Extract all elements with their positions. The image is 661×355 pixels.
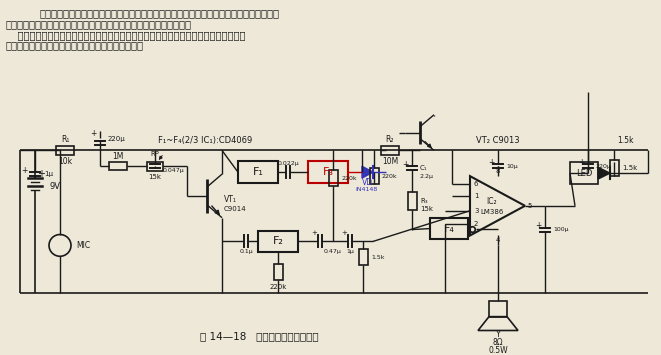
Text: F₄: F₄ bbox=[444, 224, 455, 234]
Bar bbox=[369, 168, 379, 184]
Bar bbox=[56, 146, 74, 155]
Text: 0.047μ: 0.047μ bbox=[163, 168, 185, 173]
Text: 0.022μ: 0.022μ bbox=[277, 161, 299, 166]
Text: R₃: R₃ bbox=[420, 198, 428, 204]
Text: 本文介绍了一款新颖对讲机，使用时，只需靠近该对讲机，即可进行呼叫、通话，通话结束: 本文介绍了一款新颖对讲机，使用时，只需靠近该对讲机，即可进行呼叫、通话，通话结束 bbox=[40, 8, 280, 18]
Text: 0.47μ: 0.47μ bbox=[324, 249, 342, 254]
Bar bbox=[570, 162, 598, 184]
Text: 8Ω: 8Ω bbox=[492, 338, 503, 347]
Text: F₂: F₂ bbox=[272, 236, 284, 246]
Text: 4: 4 bbox=[496, 237, 500, 244]
Text: LED: LED bbox=[576, 169, 592, 178]
Bar bbox=[109, 162, 127, 170]
Text: 9V: 9V bbox=[49, 181, 60, 191]
Text: F₃: F₃ bbox=[323, 167, 334, 177]
Bar bbox=[258, 230, 298, 252]
Text: VT₁: VT₁ bbox=[224, 195, 237, 204]
Text: 10k: 10k bbox=[58, 157, 72, 166]
Text: 8: 8 bbox=[496, 168, 500, 174]
Text: LM386: LM386 bbox=[481, 209, 504, 215]
Text: 10M: 10M bbox=[382, 157, 398, 166]
Polygon shape bbox=[598, 167, 610, 179]
Text: 10μ: 10μ bbox=[506, 164, 518, 169]
Text: RP: RP bbox=[151, 151, 159, 157]
Text: 2: 2 bbox=[474, 220, 479, 226]
Text: 220k: 220k bbox=[341, 176, 357, 181]
Text: 2.2μ: 2.2μ bbox=[420, 174, 434, 179]
Bar bbox=[407, 192, 416, 210]
Text: 1.5k: 1.5k bbox=[622, 165, 637, 171]
Bar bbox=[329, 170, 338, 186]
Text: 图 14—18   新颖对讲机电路原理图: 图 14—18 新颖对讲机电路原理图 bbox=[200, 332, 319, 342]
Text: VD: VD bbox=[362, 178, 373, 187]
Bar bbox=[358, 249, 368, 265]
Text: 6: 6 bbox=[474, 181, 479, 187]
Text: 5: 5 bbox=[527, 203, 531, 209]
Text: IC₂: IC₂ bbox=[486, 197, 497, 206]
Text: 220k: 220k bbox=[269, 284, 287, 290]
Text: 后，自动切断电源。整个通话过程无需操作任何开关，使用十分方便。: 后，自动切断电源。整个通话过程无需操作任何开关，使用十分方便。 bbox=[5, 19, 191, 29]
Text: +: + bbox=[578, 158, 584, 167]
Text: F₁~F₄(2/3 IC₁):CD4069: F₁~F₄(2/3 IC₁):CD4069 bbox=[158, 136, 252, 145]
Text: C₁: C₁ bbox=[420, 165, 428, 171]
Bar bbox=[274, 264, 282, 280]
Text: +: + bbox=[22, 166, 28, 175]
Text: 15k: 15k bbox=[420, 206, 433, 212]
Text: MIC: MIC bbox=[76, 241, 90, 250]
Text: 1.5k: 1.5k bbox=[617, 136, 633, 145]
Text: 220μ: 220μ bbox=[596, 164, 612, 169]
Text: 操作繁琐的弊病。该装置也可用作防盗、监听之用。: 操作繁琐的弊病。该装置也可用作防盗、监听之用。 bbox=[5, 40, 143, 50]
Text: +: + bbox=[90, 129, 97, 138]
Text: 0.5W: 0.5W bbox=[488, 346, 508, 355]
Text: R₁: R₁ bbox=[61, 135, 69, 144]
Text: 220k: 220k bbox=[382, 174, 398, 179]
Text: 1μ: 1μ bbox=[44, 171, 53, 177]
Text: 3: 3 bbox=[474, 208, 479, 214]
Text: 1.5k: 1.5k bbox=[371, 255, 385, 260]
Text: VT₂ C9013: VT₂ C9013 bbox=[476, 136, 520, 145]
Bar bbox=[609, 160, 619, 176]
Text: 1M: 1M bbox=[112, 152, 124, 161]
Bar bbox=[238, 161, 278, 183]
Text: +: + bbox=[535, 221, 541, 230]
Bar bbox=[489, 301, 507, 317]
Text: +: + bbox=[402, 160, 408, 169]
Bar bbox=[430, 218, 468, 240]
Text: 220μ: 220μ bbox=[108, 136, 126, 142]
Text: R₂: R₂ bbox=[386, 135, 394, 144]
Bar bbox=[381, 146, 399, 155]
Text: C9014: C9014 bbox=[224, 206, 247, 212]
Bar bbox=[147, 162, 163, 171]
Text: Y: Y bbox=[496, 330, 500, 339]
Text: F₁: F₁ bbox=[253, 167, 264, 177]
Text: 1μ: 1μ bbox=[346, 249, 354, 254]
Text: +: + bbox=[488, 158, 494, 167]
Text: 1: 1 bbox=[474, 193, 479, 199]
Text: +: + bbox=[37, 169, 45, 179]
Text: 0.1μ: 0.1μ bbox=[239, 249, 253, 254]
Text: +: + bbox=[311, 230, 317, 235]
Text: 100μ: 100μ bbox=[553, 227, 568, 232]
Polygon shape bbox=[362, 166, 373, 178]
Text: 15k: 15k bbox=[149, 174, 161, 180]
Bar bbox=[308, 161, 348, 183]
Text: +: + bbox=[341, 230, 347, 235]
Text: iN4148: iN4148 bbox=[356, 187, 378, 192]
Text: 这种对讲机可克服目前家庭内通话使用的有线对讲机大都设有电源开关、通话转换开关: 这种对讲机可克服目前家庭内通话使用的有线对讲机大都设有电源开关、通话转换开关 bbox=[5, 30, 245, 40]
